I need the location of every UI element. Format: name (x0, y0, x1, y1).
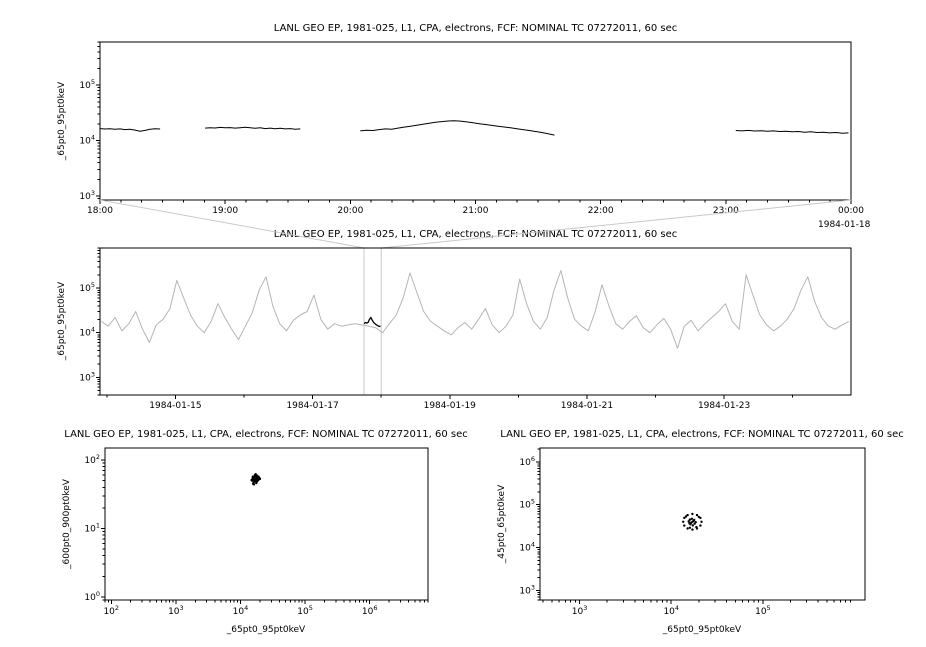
svg-text:1984-01-17: 1984-01-17 (286, 401, 338, 411)
svg-text:105: 105 (297, 604, 313, 617)
svg-text:103: 103 (572, 604, 588, 617)
scatter-45-65-x-axis: 103 104 105 (542, 600, 851, 617)
svg-text:105: 105 (79, 78, 95, 91)
svg-text:1984-01-21: 1984-01-21 (561, 401, 613, 411)
svg-text:103: 103 (79, 370, 95, 383)
top-x-axis-date-label: 1984-01-18 (818, 220, 871, 230)
svg-text:19:00: 19:00 (212, 206, 238, 216)
svg-text:102: 102 (84, 453, 100, 466)
overview-plot-area[interactable] (100, 248, 851, 395)
svg-text:1984-01-15: 1984-01-15 (149, 401, 201, 411)
svg-text:00:00: 00:00 (838, 206, 864, 216)
svg-text:103: 103 (79, 189, 95, 202)
svg-text:1984-01-19: 1984-01-19 (424, 401, 477, 411)
svg-text:105: 105 (755, 604, 771, 617)
overview-timeseries-panel: 1984-01-15 1984-01-17 1984-01-19 1984-01-21… (79, 199, 852, 411)
svg-text:22:00: 22:00 (588, 206, 614, 216)
top-panel-title: LANL GEO EP, 1981-025, L1, CPA, electron… (273, 23, 678, 34)
top-timeseries-series (99, 120, 849, 136)
scatter-45-65-y-axis: 103 104 105 106 (519, 448, 540, 601)
svg-text:104: 104 (79, 134, 95, 147)
top-timeseries-y-axis: 103 104 105 (79, 41, 100, 202)
svg-text:21:00: 21:00 (463, 206, 489, 216)
top-timeseries-x-axis: 18:00 19:00 20:00 21:00 22:00 23:00 00:00 (87, 200, 864, 216)
scatter-left-title: LANL GEO EP, 1981-025, L1, CPA, electron… (64, 429, 468, 440)
scatter-600-900-y-axis: 100 101 102 (84, 453, 105, 603)
svg-text:23:00: 23:00 (713, 206, 739, 216)
top-plot-area[interactable] (100, 42, 851, 200)
scatter-600-900-series (250, 473, 262, 486)
svg-text:104: 104 (663, 604, 679, 617)
svg-text:18:00: 18:00 (87, 206, 113, 216)
svg-text:104: 104 (519, 541, 535, 554)
scatter-600-900-x-axis: 102 103 104 105 106 (103, 600, 429, 617)
svg-text:102: 102 (103, 604, 119, 617)
svg-text:101: 101 (84, 521, 100, 534)
scatter-left-plot-area[interactable] (105, 448, 428, 600)
scatter-right-title: LANL GEO EP, 1981-025, L1, CPA, electron… (500, 429, 904, 440)
svg-text:105: 105 (79, 281, 95, 294)
scatter-right-plot-area[interactable] (540, 448, 865, 600)
overview-timeseries-x-axis: 1984-01-15 1984-01-17 1984-01-19 1984-01-21… (106, 395, 794, 411)
scatter-45-65-series (682, 512, 703, 531)
scatter-right-x-axis-label: _65pt0_95pt0keV (662, 625, 742, 635)
overview-timeseries-series (101, 270, 850, 349)
top-timeseries-panel: 18:00 19:00 20:00 21:00 22:00 23:00 00:0010310… (79, 41, 864, 216)
svg-text:100: 100 (84, 590, 100, 603)
svg-text:1984-01-23: 1984-01-23 (698, 401, 750, 411)
overview-timeseries-y-axis: 103 104 105 (79, 247, 100, 396)
scatter-left-x-axis-label: _65pt0_95pt0keV (226, 625, 306, 635)
svg-text:104: 104 (79, 326, 95, 339)
svg-text:104: 104 (233, 604, 249, 617)
svg-text:106: 106 (362, 604, 378, 617)
svg-text:103: 103 (168, 604, 184, 617)
svg-text:105: 105 (519, 498, 535, 511)
svg-text:20:00: 20:00 (337, 206, 363, 216)
overview-panel-title: LANL GEO EP, 1981-025, L1, CPA, electron… (273, 229, 678, 240)
svg-text:106: 106 (519, 455, 535, 468)
svg-text:103: 103 (519, 583, 535, 596)
